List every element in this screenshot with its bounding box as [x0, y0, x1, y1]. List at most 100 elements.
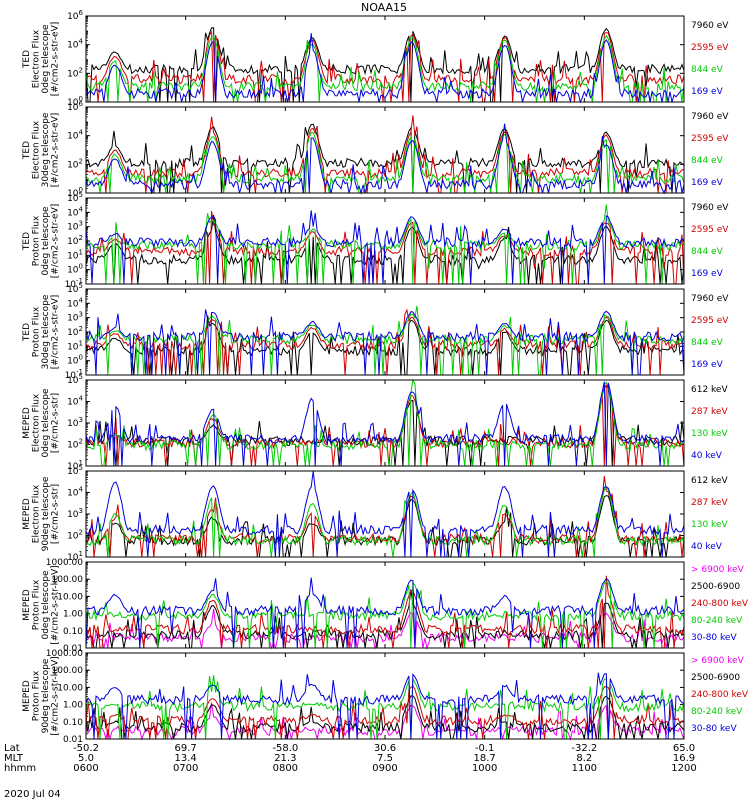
panel-frame — [85, 470, 685, 558]
series-line-4 — [85, 471, 685, 558]
series-line-3 — [85, 685, 685, 740]
x-row-label: MLT — [4, 753, 24, 764]
legend-entry: 612 keV — [691, 476, 728, 486]
panels-group: 100 102 104 106 TEDElectron Flux0deg telesco… — [22, 9, 749, 745]
legend-entry: 130 keV — [691, 429, 728, 439]
y-tick-label: 100 — [67, 186, 83, 199]
x-row-value: 5.0 — [78, 753, 94, 764]
series-line-3 — [85, 34, 685, 103]
y-tick-label: 101 — [67, 248, 83, 261]
y-tick-label: 102 — [67, 438, 83, 451]
x-row-value: 8.2 — [576, 753, 592, 764]
y-tick-label: 1000.00 — [46, 649, 83, 659]
y-tick-label: 104 — [67, 395, 83, 408]
x-row-value: -58.0 — [272, 743, 298, 754]
y-axis-title: MEPEDElectron Flux90deg telescope[#/cm2-… — [22, 476, 61, 551]
series-line-4 — [85, 309, 685, 376]
y-tick-label: 101 — [67, 550, 83, 563]
legend-entry: 7960 eV — [691, 112, 729, 122]
x-row-value: 1100 — [572, 763, 597, 774]
legend-entry: 7960 eV — [691, 294, 729, 304]
series-line-3 — [85, 486, 685, 558]
panel-frame — [85, 561, 685, 649]
y-tick-label: 1000.00 — [46, 558, 83, 568]
y-tick-label: 104 — [67, 205, 83, 218]
legend-entry: 169 eV — [691, 269, 724, 279]
x-row-value: 30.6 — [374, 743, 396, 754]
x-row-label: hhmm — [4, 763, 36, 774]
series-line-2 — [85, 384, 685, 467]
legend-entry: 2500-6900 — [691, 673, 740, 683]
y-tick-label: 106 — [67, 9, 83, 22]
y-axis-title: MEPEDProton Flux0deg telescope[#/cm2-s-s… — [22, 565, 61, 644]
y-tick-label: 10.00 — [57, 592, 83, 602]
legend-entry: 2595 eV — [691, 225, 729, 235]
panel-8: 0.01 0.10 1.00 10.00 100.00 1000.00MEPEDProto… — [22, 649, 749, 745]
legend-entry: 844 eV — [691, 156, 724, 166]
panel-7: 0.01 0.10 1.00 10.00 100.00 1000.00MEPEDProto… — [22, 558, 749, 654]
series-line-4 — [85, 123, 685, 195]
panel-frame — [85, 652, 685, 740]
series-line-1 — [85, 603, 685, 650]
y-tick-label: 101 — [67, 339, 83, 352]
y-tick-label: 104 — [67, 38, 83, 51]
legend-entry: > 6900 keV — [691, 656, 745, 666]
series-line-3 — [85, 305, 685, 376]
panel-6: 101 102 103 104 105 MEPEDElectron Flux90deg t… — [22, 464, 729, 563]
panel-5: 101 102 103 104 105 MEPEDElectron Flux0deg te… — [22, 373, 729, 472]
y-tick-label: 100 — [67, 263, 83, 276]
x-row-value: 1000 — [472, 763, 497, 774]
y-tick-label: 102 — [67, 234, 83, 247]
legend-entry: 844 eV — [691, 247, 724, 257]
x-row-value: -50.2 — [73, 743, 99, 754]
x-row-value: 0700 — [173, 763, 198, 774]
legend-entry: 612 keV — [691, 385, 728, 395]
series-line-3 — [85, 575, 685, 649]
y-tick-label: 105 — [67, 191, 83, 204]
x-row-value: 7.5 — [377, 753, 393, 764]
y-axis-title: TEDElectron Flux30deg telescope[#/cm2-s-… — [22, 112, 61, 187]
legend-entry: 40 keV — [691, 451, 723, 461]
series-line-4 — [85, 381, 685, 467]
y-tick-label: 100.00 — [52, 666, 84, 676]
x-row-value: 21.3 — [274, 753, 296, 764]
panel-frame — [85, 197, 685, 285]
panel-frame — [85, 379, 685, 467]
x-row-value: 18.7 — [474, 753, 496, 764]
y-axis-title: MEPEDProton Flux90deg telescope[#/cm2-s-… — [22, 656, 61, 735]
legend-entry: 240-800 keV — [691, 690, 749, 700]
legend-entry: 2500-6900 — [691, 582, 740, 592]
y-tick-label: 0.01 — [63, 735, 83, 745]
legend-entry: 2595 eV — [691, 43, 729, 53]
y-tick-label: 104 — [67, 129, 83, 142]
legend-entry: 844 eV — [691, 338, 724, 348]
legend-entry: 7960 eV — [691, 21, 729, 31]
legend-entry: 130 keV — [691, 520, 728, 530]
y-tick-label: 103 — [67, 220, 83, 233]
x-row-value: 0900 — [372, 763, 397, 774]
x-row-value: 1200 — [671, 763, 696, 774]
y-tick-label: 102 — [67, 325, 83, 338]
x-axis-rows: Lat -50.2 69.7 -58.0 30.6 -0.1 -32.2 65.0 MLT 5.0… — [4, 743, 697, 774]
series-line-1 — [85, 384, 685, 467]
series-line-4 — [85, 210, 685, 285]
series-line-4 — [85, 675, 685, 740]
panel-2: 100 102 104 106 TEDElectron Flux30deg telesc… — [22, 100, 730, 199]
y-tick-label: 10-1 — [65, 368, 83, 381]
x-row-value: -0.1 — [475, 743, 495, 754]
legend-entry: 2595 eV — [691, 134, 729, 144]
legend-entry: 2595 eV — [691, 316, 729, 326]
x-row-value: 69.7 — [175, 743, 197, 754]
legend-entry: 80-240 keV — [691, 707, 743, 717]
legend-entry: > 6900 keV — [691, 565, 745, 575]
legend-entry: 844 eV — [691, 65, 724, 75]
panel-frame — [85, 288, 685, 376]
date-label: 2020 Jul 04 — [4, 789, 61, 800]
y-tick-label: 104 — [67, 486, 83, 499]
legend-entry: 80-240 keV — [691, 616, 743, 626]
series-line-4 — [85, 33, 685, 104]
y-tick-label: 101 — [67, 459, 83, 472]
